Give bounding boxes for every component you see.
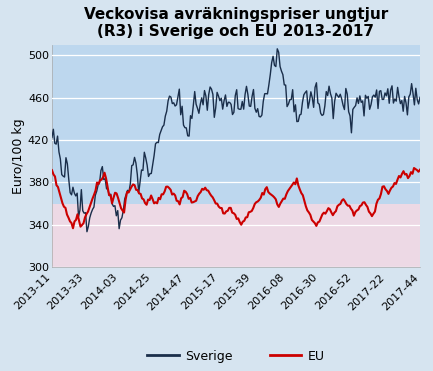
Title: Veckovisa avräkningspriser ungtjur
(R3) i Sverige och EU 2013-2017: Veckovisa avräkningspriser ungtjur (R3) … — [84, 7, 388, 39]
Y-axis label: Euro/100 kg: Euro/100 kg — [12, 118, 25, 194]
Legend: Sverige, EU: Sverige, EU — [142, 345, 330, 368]
Bar — [52, 204, 420, 320]
